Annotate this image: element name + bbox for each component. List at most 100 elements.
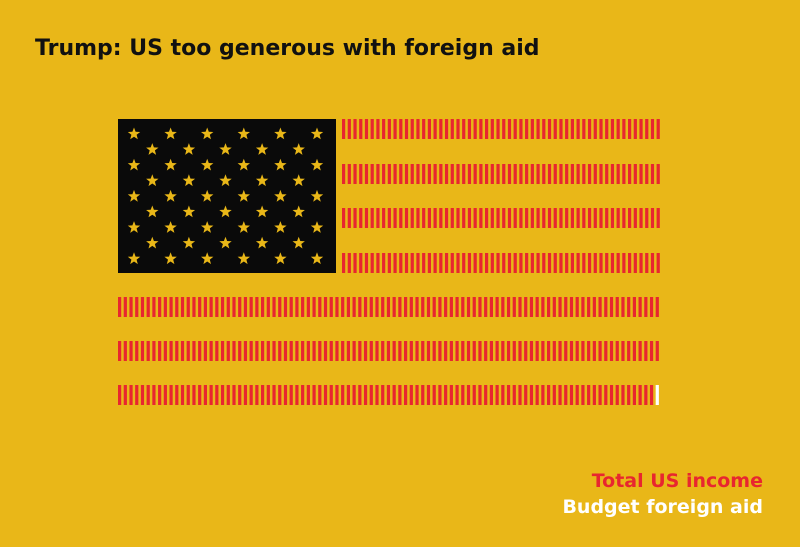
- income-bar: [415, 341, 419, 361]
- income-bar: [426, 297, 431, 317]
- income-bar: [599, 208, 603, 228]
- income-bar: [598, 297, 602, 317]
- income-bar: [215, 341, 219, 361]
- income-bar: [444, 297, 448, 317]
- income-bar: [587, 119, 592, 139]
- income-bar: [393, 208, 397, 228]
- income-bar: [386, 297, 391, 317]
- income-bar: [376, 164, 380, 184]
- star: [255, 174, 269, 187]
- income-bar: [536, 164, 540, 184]
- income-bar: [306, 341, 310, 361]
- income-bar: [461, 385, 465, 405]
- star: [219, 236, 232, 249]
- income-bar: [353, 253, 357, 273]
- income-bar: [650, 253, 655, 273]
- income-bar: [587, 253, 592, 273]
- income-bar: [484, 297, 488, 317]
- income-bar: [582, 208, 586, 228]
- income-bar: [598, 385, 602, 405]
- income-bar: [318, 297, 322, 317]
- income-bar: [559, 253, 563, 273]
- income-bar: [439, 253, 443, 273]
- legend-label: Total US income: [592, 470, 763, 492]
- income-bar: [180, 385, 185, 405]
- income-bar: [525, 253, 529, 273]
- income-bar: [416, 119, 420, 139]
- income-bar: [552, 341, 556, 361]
- income-bar: [444, 385, 448, 405]
- income-bar: [444, 208, 449, 228]
- income-bar: [576, 164, 580, 184]
- income-bar: [570, 119, 574, 139]
- income-bar: [627, 297, 631, 317]
- income-bar: [559, 164, 563, 184]
- income-bar: [478, 385, 482, 405]
- income-bar: [432, 385, 436, 405]
- income-bar: [513, 164, 517, 184]
- income-bar: [346, 385, 350, 405]
- income-bar: [232, 385, 236, 405]
- income-bar: [478, 297, 482, 317]
- income-bar: [118, 385, 122, 405]
- income-bar: [392, 341, 396, 361]
- income-bar: [393, 164, 397, 184]
- income-bar: [462, 164, 466, 184]
- star: [255, 236, 269, 249]
- income-bar: [524, 385, 528, 405]
- income-bar: [609, 385, 614, 405]
- income-bar: [129, 341, 133, 361]
- income-bar: [513, 119, 517, 139]
- income-bar: [312, 385, 316, 405]
- income-bar: [473, 164, 477, 184]
- income-bar: [353, 119, 357, 139]
- star: [255, 143, 269, 155]
- star: [274, 127, 287, 140]
- income-bar: [472, 297, 476, 317]
- income-bar: [369, 385, 373, 405]
- income-bar: [198, 385, 202, 405]
- income-bar: [496, 253, 500, 273]
- income-bar: [450, 119, 454, 139]
- star: [237, 221, 250, 233]
- income-bar: [416, 208, 420, 228]
- income-bar: [146, 341, 150, 361]
- income-bar: [238, 385, 242, 405]
- income-bar: [530, 253, 534, 273]
- income-bar: [289, 341, 293, 361]
- income-bar: [123, 385, 127, 405]
- income-bar: [387, 208, 391, 228]
- income-bar: [655, 297, 659, 317]
- income-bar: [496, 119, 500, 139]
- income-bar: [283, 341, 288, 361]
- income-bar: [610, 119, 615, 139]
- income-bar: [118, 297, 122, 317]
- income-bar: [232, 297, 236, 317]
- income-bar: [312, 341, 316, 361]
- income-bar: [140, 297, 145, 317]
- income-bar: [421, 297, 425, 317]
- income-bar: [610, 164, 615, 184]
- star: [164, 221, 177, 233]
- income-bar: [604, 385, 608, 405]
- income-bar: [364, 164, 369, 184]
- income-bar: [638, 297, 642, 317]
- income-bar: [541, 297, 545, 317]
- income-bar: [346, 297, 350, 317]
- income-bar: [335, 341, 339, 361]
- income-bar: [323, 341, 328, 361]
- income-bar: [501, 341, 505, 361]
- income-bar: [382, 253, 386, 273]
- income-bar: [616, 208, 620, 228]
- income-bar: [547, 208, 552, 228]
- income-bar: [489, 297, 493, 317]
- income-bar: [639, 253, 643, 273]
- income-bar: [438, 385, 442, 405]
- income-bar: [422, 164, 426, 184]
- income-bar: [427, 208, 431, 228]
- star: [127, 127, 141, 140]
- income-bar: [518, 297, 522, 317]
- income-bar: [342, 164, 346, 184]
- aid-bar: [655, 385, 659, 405]
- income-bar: [381, 341, 385, 361]
